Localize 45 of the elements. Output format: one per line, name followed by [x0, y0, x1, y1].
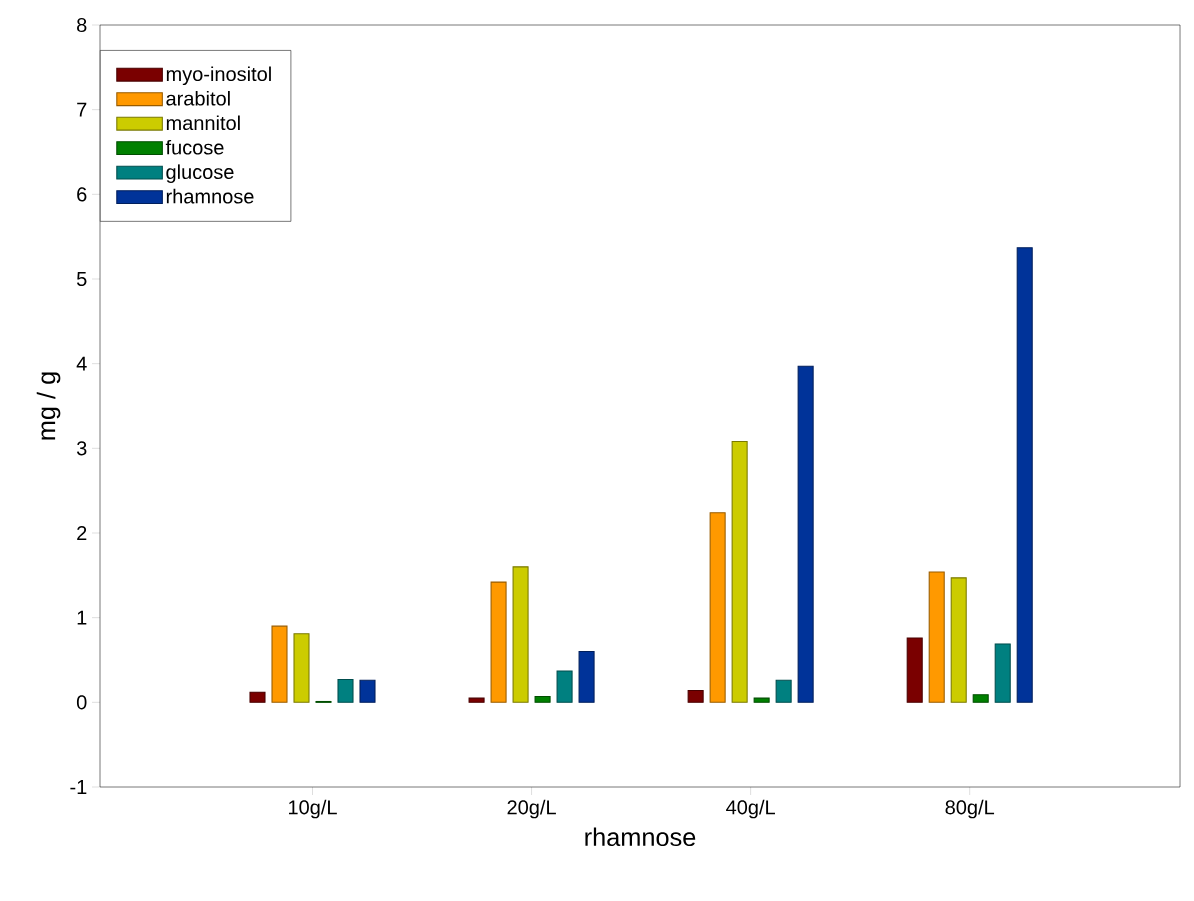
- y-tick-label: 6: [77, 187, 87, 202]
- bar: [709, 512, 726, 703]
- bar: [249, 691, 266, 703]
- bar: [271, 625, 288, 703]
- bar: [950, 577, 967, 703]
- bar: [753, 697, 770, 703]
- bar: [512, 566, 529, 703]
- bar: [731, 441, 748, 703]
- bar: [337, 678, 354, 703]
- legend-label: rhamnose: [166, 188, 254, 204]
- bar: [578, 650, 595, 703]
- legend-label: mannitol: [166, 115, 240, 131]
- legend-label: fucose: [165, 139, 224, 155]
- bar: [468, 697, 485, 703]
- bar: [775, 679, 792, 703]
- bar: [906, 637, 923, 703]
- y-tick-label: 2: [77, 526, 87, 540]
- y-tick-label: 4: [76, 356, 87, 371]
- bar: [994, 643, 1011, 703]
- bar: [1016, 247, 1033, 703]
- y-tick-label: 5: [76, 272, 87, 286]
- y-tick-label: 8: [77, 17, 87, 33]
- y-tick-label: -1: [70, 780, 87, 794]
- bar: [293, 633, 310, 703]
- x-tick-label: 80g/L: [945, 799, 995, 819]
- bar: [534, 695, 551, 703]
- bar: [556, 670, 573, 703]
- legend-label: arabitol: [166, 90, 230, 106]
- bar: [797, 365, 814, 703]
- bar: [928, 571, 945, 703]
- y-tick-label: 7: [77, 102, 87, 117]
- bar: [490, 581, 507, 703]
- bar: [359, 679, 376, 703]
- x-tick-label: 40g/L: [726, 799, 775, 819]
- x-tick-label: 10g/L: [289, 799, 337, 819]
- y-tick-label: 0: [76, 695, 87, 710]
- x-tick-label: 20g/L: [507, 799, 556, 819]
- bar: [687, 689, 704, 703]
- y-tick-label: 3: [76, 441, 87, 456]
- y-axis-title: mg / g: [36, 372, 61, 440]
- bar: [972, 694, 989, 703]
- y-tick-label: 1: [77, 610, 87, 625]
- x-axis-title: rhamnose: [585, 827, 696, 847]
- legend-label: glucose: [166, 164, 234, 183]
- legend-label: myo-inositol: [166, 66, 271, 86]
